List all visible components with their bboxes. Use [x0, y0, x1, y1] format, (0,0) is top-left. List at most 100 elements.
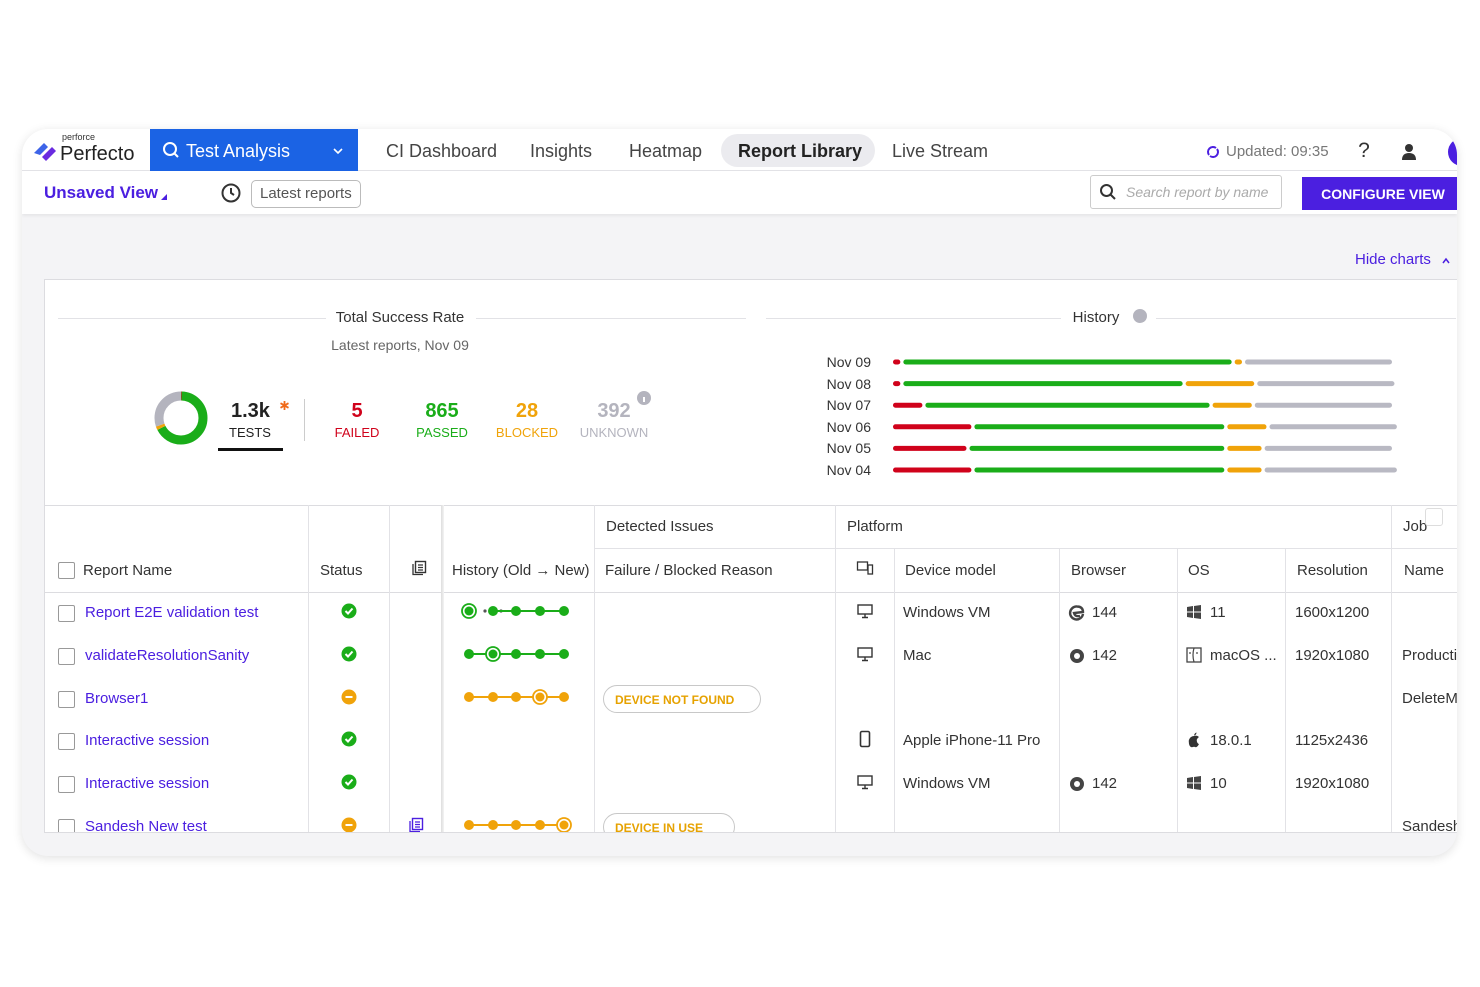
hide-charts[interactable]: Hide charts	[1355, 249, 1431, 271]
nav-tab[interactable]: Insights	[530, 140, 592, 162]
column-rule	[308, 505, 309, 833]
total-tests: 1.3k	[231, 400, 270, 422]
info-icon	[1133, 309, 1147, 323]
checkbox[interactable]	[58, 733, 75, 750]
history-title: History	[1073, 307, 1120, 329]
stat-value[interactable]: 5	[351, 400, 362, 422]
history-segment	[893, 360, 900, 365]
run-dot	[559, 606, 569, 616]
desktop-icon	[857, 774, 873, 790]
checkbox[interactable]	[58, 776, 75, 793]
report-name[interactable]: Report E2E validation test	[85, 602, 258, 624]
help-button[interactable]: ?	[1358, 140, 1370, 162]
search-icon	[1100, 184, 1116, 200]
icon-shape	[161, 194, 167, 200]
column-rule	[835, 505, 836, 833]
icon-shape	[1074, 653, 1080, 659]
logo-icon	[32, 139, 58, 163]
icon-shape	[231, 188, 234, 195]
report-panel: Total Success RateLatest reports, Nov 09…	[44, 279, 1457, 833]
column-header: OS	[1188, 560, 1210, 582]
history-segment	[893, 446, 967, 451]
device-model: Windows VM	[903, 773, 991, 795]
icon-shape	[861, 732, 870, 747]
rule	[476, 318, 746, 319]
icon-shape	[1111, 195, 1116, 200]
apple-icon	[1186, 732, 1202, 748]
run-dot	[535, 649, 545, 659]
search-placeholder: Search report by name	[1126, 181, 1268, 203]
column-header: Resolution	[1297, 560, 1368, 582]
summary-title: Total Success Rate	[336, 307, 464, 329]
device-model: Mac	[903, 645, 931, 667]
history-segment	[974, 468, 1224, 473]
stat-value[interactable]: 28	[516, 400, 538, 422]
run-dot	[536, 692, 545, 701]
history-segment	[1213, 403, 1252, 408]
report-name[interactable]: Sandesh New test	[85, 816, 207, 833]
export-button[interactable]	[1425, 508, 1443, 526]
icon-shape	[643, 397, 645, 402]
icon-shape	[1133, 309, 1147, 323]
report-name[interactable]: validateResolutionSanity	[85, 645, 249, 667]
icon-shape	[1189, 733, 1199, 748]
nav-tab[interactable]: Report Library	[738, 140, 862, 162]
brand: Perfecto	[60, 143, 134, 165]
icon-shape	[1443, 259, 1449, 263]
rule	[766, 318, 1061, 319]
browser-version: 142	[1092, 773, 1117, 795]
icon-shape	[858, 562, 868, 570]
history-date: Nov 05	[827, 437, 871, 459]
run-history	[456, 644, 576, 664]
column-group: Job	[1403, 516, 1427, 538]
nav-tab[interactable]: Heatmap	[629, 140, 702, 162]
history-segment	[974, 424, 1224, 429]
column-header: Status	[320, 560, 363, 582]
job-name: Sandesh	[1402, 816, 1457, 833]
device-model: Apple iPhone-11 Pro	[903, 730, 1040, 752]
reason-badge: DEVICE NOT FOUND	[603, 685, 761, 713]
avatar	[1448, 138, 1457, 166]
checkbox[interactable]	[58, 648, 75, 665]
column-header: Name	[1404, 560, 1444, 582]
run-dot	[464, 649, 474, 659]
chevron	[333, 148, 343, 154]
reason-text: DEVICE NOT FOUND	[615, 689, 734, 711]
updated-time: Updated: 09:35	[1226, 141, 1329, 163]
nav-tab[interactable]: Live Stream	[892, 140, 988, 162]
checkbox[interactable]	[58, 562, 75, 579]
column-header: Device model	[905, 560, 996, 582]
nav-tab[interactable]: CI Dashboard	[386, 140, 497, 162]
stat-value[interactable]: 392	[597, 400, 630, 422]
stat-label: BLOCKED	[496, 422, 558, 444]
icon-shape	[1448, 138, 1457, 166]
history-segment	[1270, 424, 1397, 429]
os-version: 18.0.1	[1210, 730, 1252, 752]
stat-label: PASSED	[416, 422, 468, 444]
run-dot	[488, 606, 498, 616]
report-name[interactable]: Browser1	[85, 688, 148, 710]
checkbox[interactable]	[58, 691, 75, 708]
icon-shape	[1070, 606, 1083, 619]
column-group: Detected Issues	[606, 516, 714, 538]
report-name[interactable]: Interactive session	[85, 730, 209, 752]
product-switcher[interactable]: Test Analysis	[150, 129, 358, 171]
history-segment	[1227, 468, 1261, 473]
checkbox[interactable]	[58, 605, 75, 622]
run-history	[456, 815, 576, 833]
edge-icon	[1069, 605, 1085, 621]
icon-shape	[1187, 776, 1201, 790]
column-rule	[894, 548, 895, 833]
reason-badge: DEVICE IN USE	[603, 813, 735, 833]
run-dot	[465, 607, 474, 616]
report-name[interactable]: Interactive session	[85, 773, 209, 795]
sync-icon	[1206, 145, 1220, 159]
run-dot	[535, 606, 545, 616]
checkbox[interactable]	[58, 819, 75, 833]
view-selector[interactable]: Unsaved View	[44, 182, 158, 204]
column-group: Platform	[847, 516, 903, 538]
history-segment	[1186, 381, 1255, 386]
icon-shape	[1187, 605, 1201, 619]
column-header: Failure / Blocked Reason	[605, 560, 773, 582]
stat-value[interactable]: 865	[425, 400, 458, 422]
